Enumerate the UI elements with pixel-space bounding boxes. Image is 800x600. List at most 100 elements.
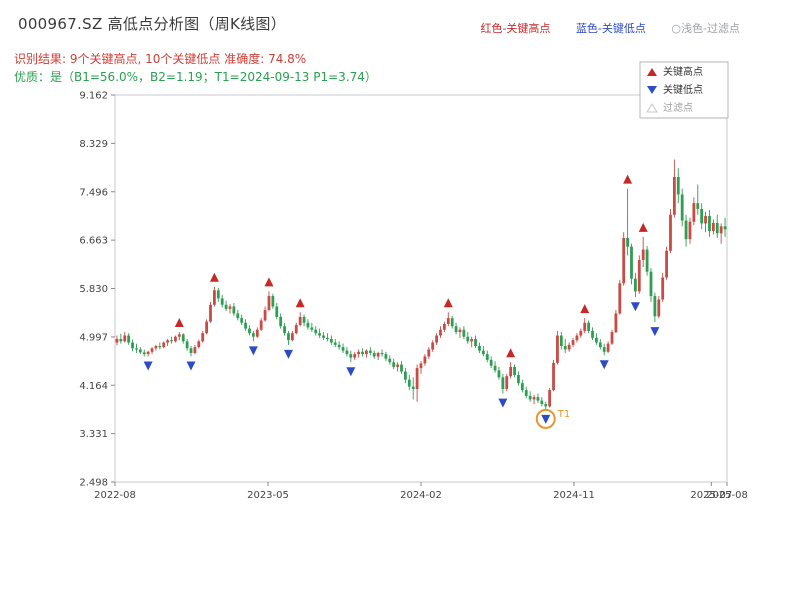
candle-body xyxy=(704,215,707,224)
legend-key-high-label: 红色-关键高点 xyxy=(480,22,551,35)
candle-body xyxy=(193,347,197,353)
candle-body xyxy=(708,215,711,232)
candle-body xyxy=(376,352,380,357)
recognition-result-text: 识别结果: 9个关键高点, 10个关键低点 准确度: 74.8% xyxy=(14,52,307,66)
candle-body xyxy=(684,220,688,240)
candle-body xyxy=(216,290,220,299)
candle-body xyxy=(189,348,193,353)
candle-body xyxy=(361,351,364,355)
candle-body xyxy=(298,316,302,326)
candle-body xyxy=(657,299,661,317)
candle-body xyxy=(201,333,205,342)
candle-body xyxy=(240,318,244,323)
candle-body xyxy=(474,339,477,346)
candle-body xyxy=(162,342,166,348)
key-low-marker xyxy=(541,414,551,424)
candle-body xyxy=(400,364,403,372)
candle-body xyxy=(290,333,294,341)
candle-body xyxy=(559,335,563,346)
candle-body xyxy=(669,214,672,251)
candle-body xyxy=(614,313,618,333)
candle-body xyxy=(645,249,649,272)
candle-body xyxy=(333,342,337,345)
candle-body xyxy=(244,322,247,329)
key-low-marker xyxy=(143,361,153,371)
candle-body xyxy=(470,339,474,342)
candle-body xyxy=(326,337,329,340)
candle-body xyxy=(528,395,532,400)
candle-body xyxy=(248,328,251,334)
candle-body xyxy=(591,330,594,338)
key-high-marker xyxy=(623,174,633,184)
candle-body xyxy=(255,329,259,337)
candle-body xyxy=(587,322,591,331)
candle-body xyxy=(396,364,400,367)
candle-body xyxy=(146,351,150,355)
candle-body xyxy=(150,348,154,352)
candle-body xyxy=(314,329,318,334)
candle-body xyxy=(478,345,481,351)
candle-body xyxy=(287,333,290,341)
candle-body xyxy=(458,329,462,333)
candle-body xyxy=(197,341,201,348)
candle-body xyxy=(485,354,489,360)
chart-legend-label: 过滤点 xyxy=(663,101,693,114)
y-tick-label: 2.498 xyxy=(79,478,108,489)
candle-body xyxy=(174,336,177,342)
y-tick-label: 6.663 xyxy=(79,236,108,247)
key-high-marker xyxy=(443,298,453,308)
candle-body xyxy=(166,340,170,343)
candle-body xyxy=(365,350,368,355)
candle-body xyxy=(450,318,454,327)
y-tick-label: 4.997 xyxy=(79,332,108,343)
candle-body xyxy=(209,304,212,322)
candle-body xyxy=(520,383,524,391)
candle-body xyxy=(571,340,575,345)
key-high-marker xyxy=(506,348,516,358)
candle-body xyxy=(135,348,138,350)
candle-body xyxy=(610,332,614,344)
candle-body xyxy=(357,351,361,355)
legend-key-low-label: 蓝色-关键低点 xyxy=(575,22,646,35)
candle-body xyxy=(517,375,520,384)
candle-body xyxy=(536,397,540,401)
candle-body xyxy=(513,366,516,376)
candle-body xyxy=(602,347,606,352)
candle-body xyxy=(185,341,189,349)
candle-body xyxy=(618,283,622,314)
candle-body xyxy=(228,306,232,309)
candle-body xyxy=(427,349,431,357)
candle-body xyxy=(661,277,665,300)
legend-down-triangle-icon xyxy=(647,86,657,94)
candle-body xyxy=(540,400,544,405)
candle-body xyxy=(575,335,579,341)
y-tick-label: 9.162 xyxy=(79,91,108,102)
y-tick-label: 8.329 xyxy=(79,139,108,150)
candle-body xyxy=(224,304,228,309)
candle-body xyxy=(676,176,680,195)
candle-body xyxy=(205,321,209,334)
candle-body xyxy=(481,350,485,355)
candle-body xyxy=(595,337,598,343)
candle-body xyxy=(442,323,446,330)
key-high-marker xyxy=(174,318,184,328)
candle-body xyxy=(368,350,372,353)
candle-body xyxy=(123,335,127,342)
key-low-marker xyxy=(650,327,660,337)
candle-body xyxy=(220,298,224,305)
candle-body xyxy=(388,358,392,363)
candle-body xyxy=(115,339,119,343)
candle-body xyxy=(392,362,396,367)
candle-body xyxy=(170,340,173,342)
key-low-marker xyxy=(599,360,609,370)
key-high-marker xyxy=(209,272,219,282)
key-low-marker xyxy=(498,398,508,408)
y-tick-label: 7.496 xyxy=(79,187,108,198)
x-tick-label: 2024-11 xyxy=(553,490,595,501)
candle-body xyxy=(329,339,333,343)
candle-body xyxy=(435,335,438,343)
candle-body xyxy=(672,176,676,215)
candle-body xyxy=(493,365,497,371)
candle-body xyxy=(552,362,555,391)
candle-body xyxy=(380,352,384,355)
